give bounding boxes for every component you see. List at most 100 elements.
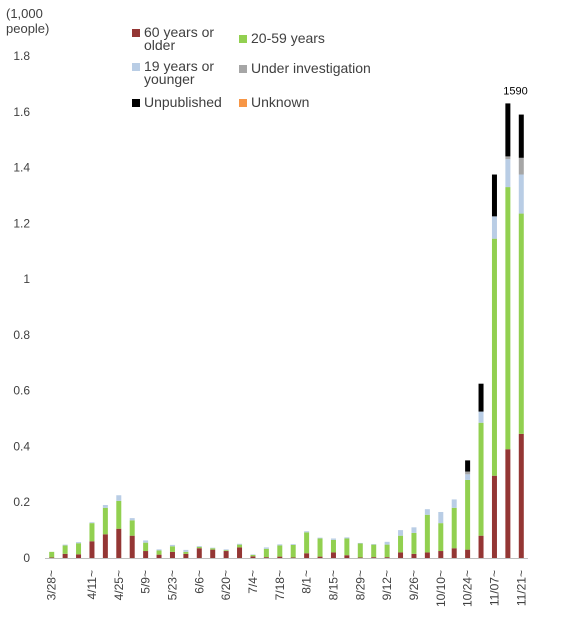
legend-label: Unpublished	[144, 94, 222, 110]
bar-segment	[116, 500, 122, 529]
x-tick-label: 4/11~	[85, 570, 99, 599]
y-tick-label: 1.8	[13, 49, 30, 63]
bar-segment	[357, 557, 363, 558]
data-label: 1590	[503, 86, 527, 98]
bar-segment	[102, 505, 108, 508]
x-tick-label: 5/9~	[139, 570, 153, 594]
y-axis-unit-line2: people)	[6, 21, 50, 36]
bar-segment	[478, 422, 484, 536]
bar-segment	[237, 547, 243, 558]
bar-segment	[438, 511, 444, 524]
bar-segment	[76, 543, 82, 555]
bar-segment	[156, 554, 162, 558]
bar-segment	[89, 541, 95, 558]
bar-segment	[116, 495, 122, 501]
bar-segment	[505, 449, 511, 558]
bar-segment	[491, 475, 497, 558]
bar-segment	[424, 509, 430, 515]
x-tick-label: 9/26~	[407, 570, 421, 600]
bar-segment	[237, 544, 243, 548]
legend-label: 20-59 years	[251, 30, 325, 46]
bar-segment	[398, 530, 404, 536]
bar-segment	[384, 557, 390, 558]
bar-segment	[465, 549, 471, 558]
bar-segment	[518, 213, 524, 434]
bar-segment	[183, 553, 189, 558]
x-tick-label: 3/28~	[45, 570, 59, 600]
bar-segment	[263, 547, 269, 549]
bar-segment	[478, 411, 484, 423]
bar-segment	[223, 551, 229, 558]
bar-segment	[478, 383, 484, 412]
x-tick-label: 8/1~	[300, 570, 314, 594]
bar-segment	[62, 545, 68, 554]
y-tick-label: 0.6	[13, 384, 30, 398]
bar-segment	[357, 542, 363, 544]
bar-segment	[210, 548, 216, 550]
bar-segment	[491, 216, 497, 239]
y-tick-label: 1.4	[13, 161, 30, 175]
bar-segment	[143, 551, 149, 558]
bar-segment	[129, 518, 135, 521]
bar-segment	[304, 553, 310, 558]
bar-segment	[250, 556, 256, 558]
bar-segment	[237, 543, 243, 545]
bar-segment	[465, 479, 471, 550]
bar-segment	[518, 433, 524, 558]
bar-segment	[277, 556, 283, 558]
bar-segment	[438, 551, 444, 558]
bar-segment	[263, 557, 269, 558]
bar-segment	[250, 554, 256, 555]
bar-segment	[465, 471, 471, 475]
bar-segment	[89, 522, 95, 524]
bar-segment	[518, 114, 524, 158]
bar-segment	[277, 545, 283, 557]
y-axis-ticks: 0 0.2 0.4 0.6 0.8 1 1.2 1.4 1.6 1.8	[13, 49, 30, 565]
bar-segment	[129, 535, 135, 558]
bar-segment	[411, 553, 417, 558]
bar-segment	[223, 549, 229, 551]
bar-segment	[344, 537, 350, 539]
bar-segment	[277, 544, 283, 546]
bar-segment	[518, 157, 524, 175]
bar-segment	[196, 546, 202, 547]
legend-item-unknown: Unknown	[239, 94, 310, 110]
bar-segment	[183, 549, 189, 552]
y-tick-label: 1.2	[13, 216, 30, 230]
bar-segment	[344, 538, 350, 556]
y-axis-unit: (1,000 people)	[6, 6, 49, 36]
bar-segment	[169, 551, 175, 558]
bar-segment	[424, 552, 430, 558]
bar-segment	[143, 540, 149, 543]
legend-item-under-investigation: Under investigation	[239, 61, 371, 75]
bar-segment	[62, 544, 68, 546]
legend-item-20-59: 20-59 years	[239, 30, 325, 46]
bar-segment	[505, 187, 511, 450]
bar-segment	[210, 547, 216, 549]
legend-swatch-19-under	[132, 63, 140, 71]
bar-segment	[317, 538, 323, 557]
bar-segment	[330, 552, 336, 558]
bar-segment	[49, 551, 55, 558]
y-tick-label: 1	[23, 272, 30, 286]
bar-segment	[210, 549, 216, 558]
x-tick-label: 6/20~	[219, 570, 233, 600]
bar-segment	[505, 156, 511, 160]
bar-segment	[465, 474, 471, 480]
bar-segment	[129, 520, 135, 536]
bar-segment	[304, 532, 310, 554]
bar-segment	[398, 552, 404, 558]
bar-segment	[411, 532, 417, 554]
legend-label: Unknown	[251, 94, 310, 110]
bar-segment	[518, 174, 524, 214]
legend-swatch-unpublished	[132, 99, 140, 107]
data-labels: 1590	[503, 86, 527, 98]
bar-segment	[116, 528, 122, 558]
legend-label: 60 years or	[144, 24, 215, 40]
bar-segment	[196, 548, 202, 558]
y-tick-label: 0.4	[13, 439, 30, 453]
x-tick-label: 6/6~	[192, 570, 206, 594]
bar-segment	[290, 544, 296, 545]
x-tick-label: 8/29~	[353, 570, 367, 600]
